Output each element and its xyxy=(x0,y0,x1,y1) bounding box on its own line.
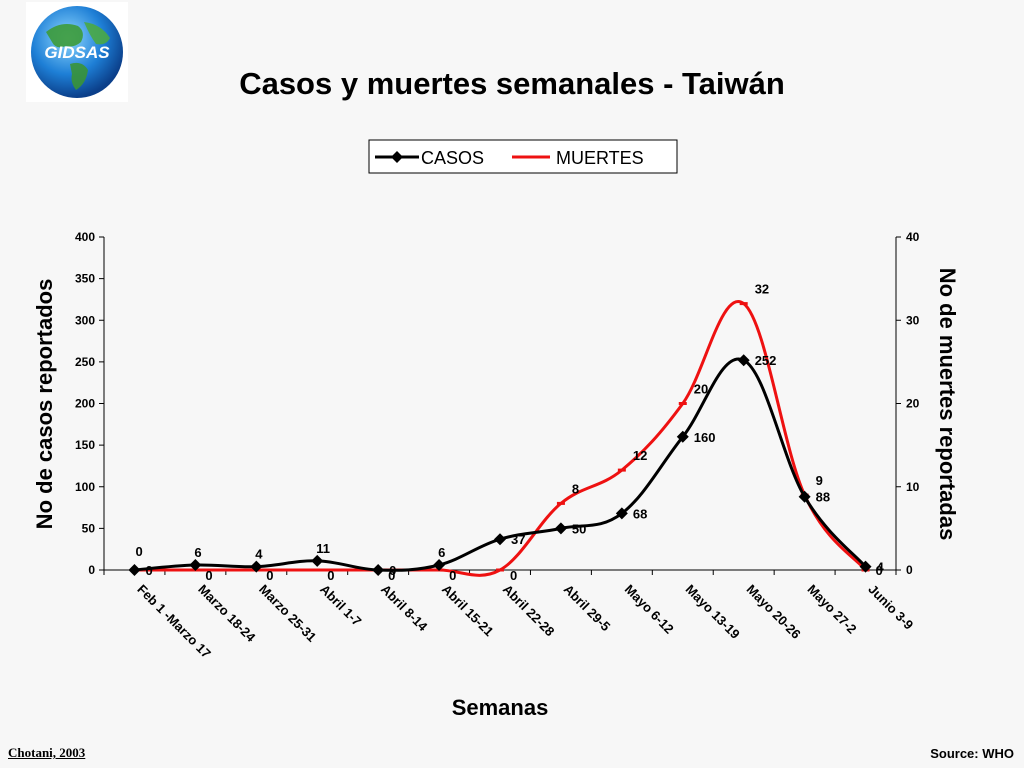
casos-point xyxy=(494,533,506,546)
casos-point xyxy=(372,564,385,576)
x-tick-label: Marzo 18-24 xyxy=(195,582,259,646)
muertes-data-label: 0 xyxy=(135,544,142,559)
y-tick-right-label: 30 xyxy=(906,313,920,327)
y-tick-left-label: 300 xyxy=(75,313,95,327)
muertes-data-label: 0 xyxy=(876,563,883,578)
series-markers xyxy=(128,302,872,576)
casos-point xyxy=(554,522,567,535)
casos-point xyxy=(859,560,872,573)
casos-point xyxy=(737,354,750,367)
muertes-data-label: 20 xyxy=(694,382,708,397)
casos-point xyxy=(250,560,263,573)
gidsas-logo: GIDSAS xyxy=(26,2,128,102)
casos-data-label: 4 xyxy=(255,547,263,562)
casos-data-label: 68 xyxy=(633,506,647,521)
y-tick-right-label: 40 xyxy=(906,230,920,244)
author-credit: Chotani, 2003 xyxy=(8,745,86,760)
muertes-data-label: 0 xyxy=(388,568,395,583)
y-axis-title-right: No de muertes reportadas xyxy=(935,268,960,541)
muertes-data-label: 0 xyxy=(266,568,273,583)
x-tick-label: Abril 29-5 xyxy=(561,582,614,635)
x-axis-title: Semanas xyxy=(452,695,549,720)
casos-point xyxy=(189,559,202,572)
x-tick-label: Abril 8-14 xyxy=(378,582,431,635)
y-tick-left-label: 50 xyxy=(82,521,96,535)
casos-data-label: 160 xyxy=(694,430,716,445)
y-tick-left-label: 400 xyxy=(75,230,95,244)
casos-data-label: 6 xyxy=(438,545,445,560)
x-tick-label: Abril 22-28 xyxy=(500,582,558,640)
x-tick-label: Mayo 27-2 xyxy=(804,582,859,637)
x-tick-label: Mayo 13-19 xyxy=(683,582,743,642)
muertes-data-label: 0 xyxy=(449,568,456,583)
globe-icon: GIDSAS xyxy=(31,6,123,98)
muertes-data-label: 0 xyxy=(510,568,517,583)
y-axis-title-left: No de casos reportados xyxy=(32,279,57,530)
legend-label-casos: CASOS xyxy=(421,148,484,168)
muertes-data-label: 9 xyxy=(816,473,823,488)
y-tick-left-label: 350 xyxy=(75,272,95,286)
y-tick-left-label: 100 xyxy=(75,480,95,494)
y-tick-left-label: 250 xyxy=(75,355,95,369)
casos-data-label: 252 xyxy=(755,353,777,368)
casos-data-label: 88 xyxy=(816,490,830,505)
casos-data-label: 11 xyxy=(316,541,330,556)
casos-point xyxy=(433,559,446,572)
series-line-casos xyxy=(134,357,867,572)
chart-title: Casos y muertes semanales - Taiwán xyxy=(239,66,785,101)
casos-point xyxy=(128,564,141,576)
y-tick-right-label: 10 xyxy=(906,480,920,494)
muertes-data-label: 0 xyxy=(327,568,334,583)
series-line-muertes xyxy=(134,300,867,577)
legend-marker-casos xyxy=(391,151,403,163)
muertes-data-label: 0 xyxy=(205,568,212,583)
x-tick-label: Abril 1-7 xyxy=(317,582,364,629)
legend-label-muertes: MUERTES xyxy=(556,148,644,168)
y-ticks-right: 0 10 20 30 40 xyxy=(896,230,920,577)
y-tick-left-label: 150 xyxy=(75,438,95,452)
casos-point xyxy=(311,554,324,567)
casos-data-label: 37 xyxy=(511,532,525,547)
source-credit: Source: WHO xyxy=(930,746,1014,761)
casos-point xyxy=(615,507,628,520)
legend: CASOS MUERTES xyxy=(368,139,678,174)
logo-text: GIDSAS xyxy=(44,43,110,62)
muertes-data-label: 12 xyxy=(633,448,647,463)
casos-data-label: 6 xyxy=(194,545,201,560)
casos-point xyxy=(676,430,689,443)
y-tick-left-label: 0 xyxy=(88,563,95,577)
y-ticks-left: 0 50 100 150 200 250 300 350 400 xyxy=(75,230,104,577)
x-tick-label: Mayo 6-12 xyxy=(622,582,677,637)
y-tick-left-label: 200 xyxy=(75,397,95,411)
casos-data-label: 4 xyxy=(877,560,885,575)
x-tick-label: Marzo 25-31 xyxy=(256,582,319,645)
x-tick-label: Mayo 20-26 xyxy=(744,582,804,642)
casos-data-label: 0 xyxy=(389,563,396,578)
y-tick-right-label: 20 xyxy=(906,397,920,411)
casos-data-label: 0 xyxy=(145,563,152,578)
muertes-data-label: 8 xyxy=(572,481,579,496)
x-tick-label: Junio 3-9 xyxy=(865,582,916,633)
casos-point xyxy=(798,490,811,503)
y-tick-right-label: 0 xyxy=(906,563,913,577)
x-tick-label: Abril 15-21 xyxy=(439,582,497,640)
muertes-data-label: 32 xyxy=(755,282,769,297)
casos-data-label: 50 xyxy=(572,521,586,536)
